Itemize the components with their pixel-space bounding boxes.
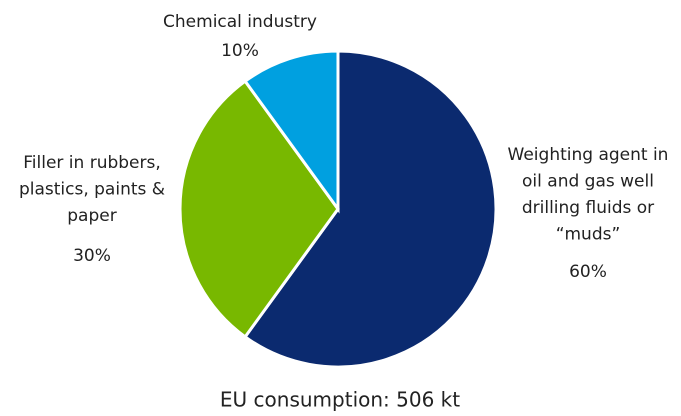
slice-value-label: 30% bbox=[73, 246, 111, 266]
chart-title: EU consumption: 506 kt bbox=[220, 388, 460, 412]
slice-label: Filler in rubbers, plastics, paints & pape… bbox=[19, 153, 165, 226]
pie-slice bbox=[243, 49, 498, 369]
slice-label: Weighting agent in oil and gas well drilli… bbox=[508, 145, 669, 245]
pie-slice bbox=[178, 79, 340, 339]
slice-value-label: 10% bbox=[221, 41, 259, 61]
slice-label: Chemical industry bbox=[163, 12, 317, 32]
slice-value-label: 60% bbox=[569, 262, 607, 282]
pie-slice bbox=[243, 49, 340, 214]
